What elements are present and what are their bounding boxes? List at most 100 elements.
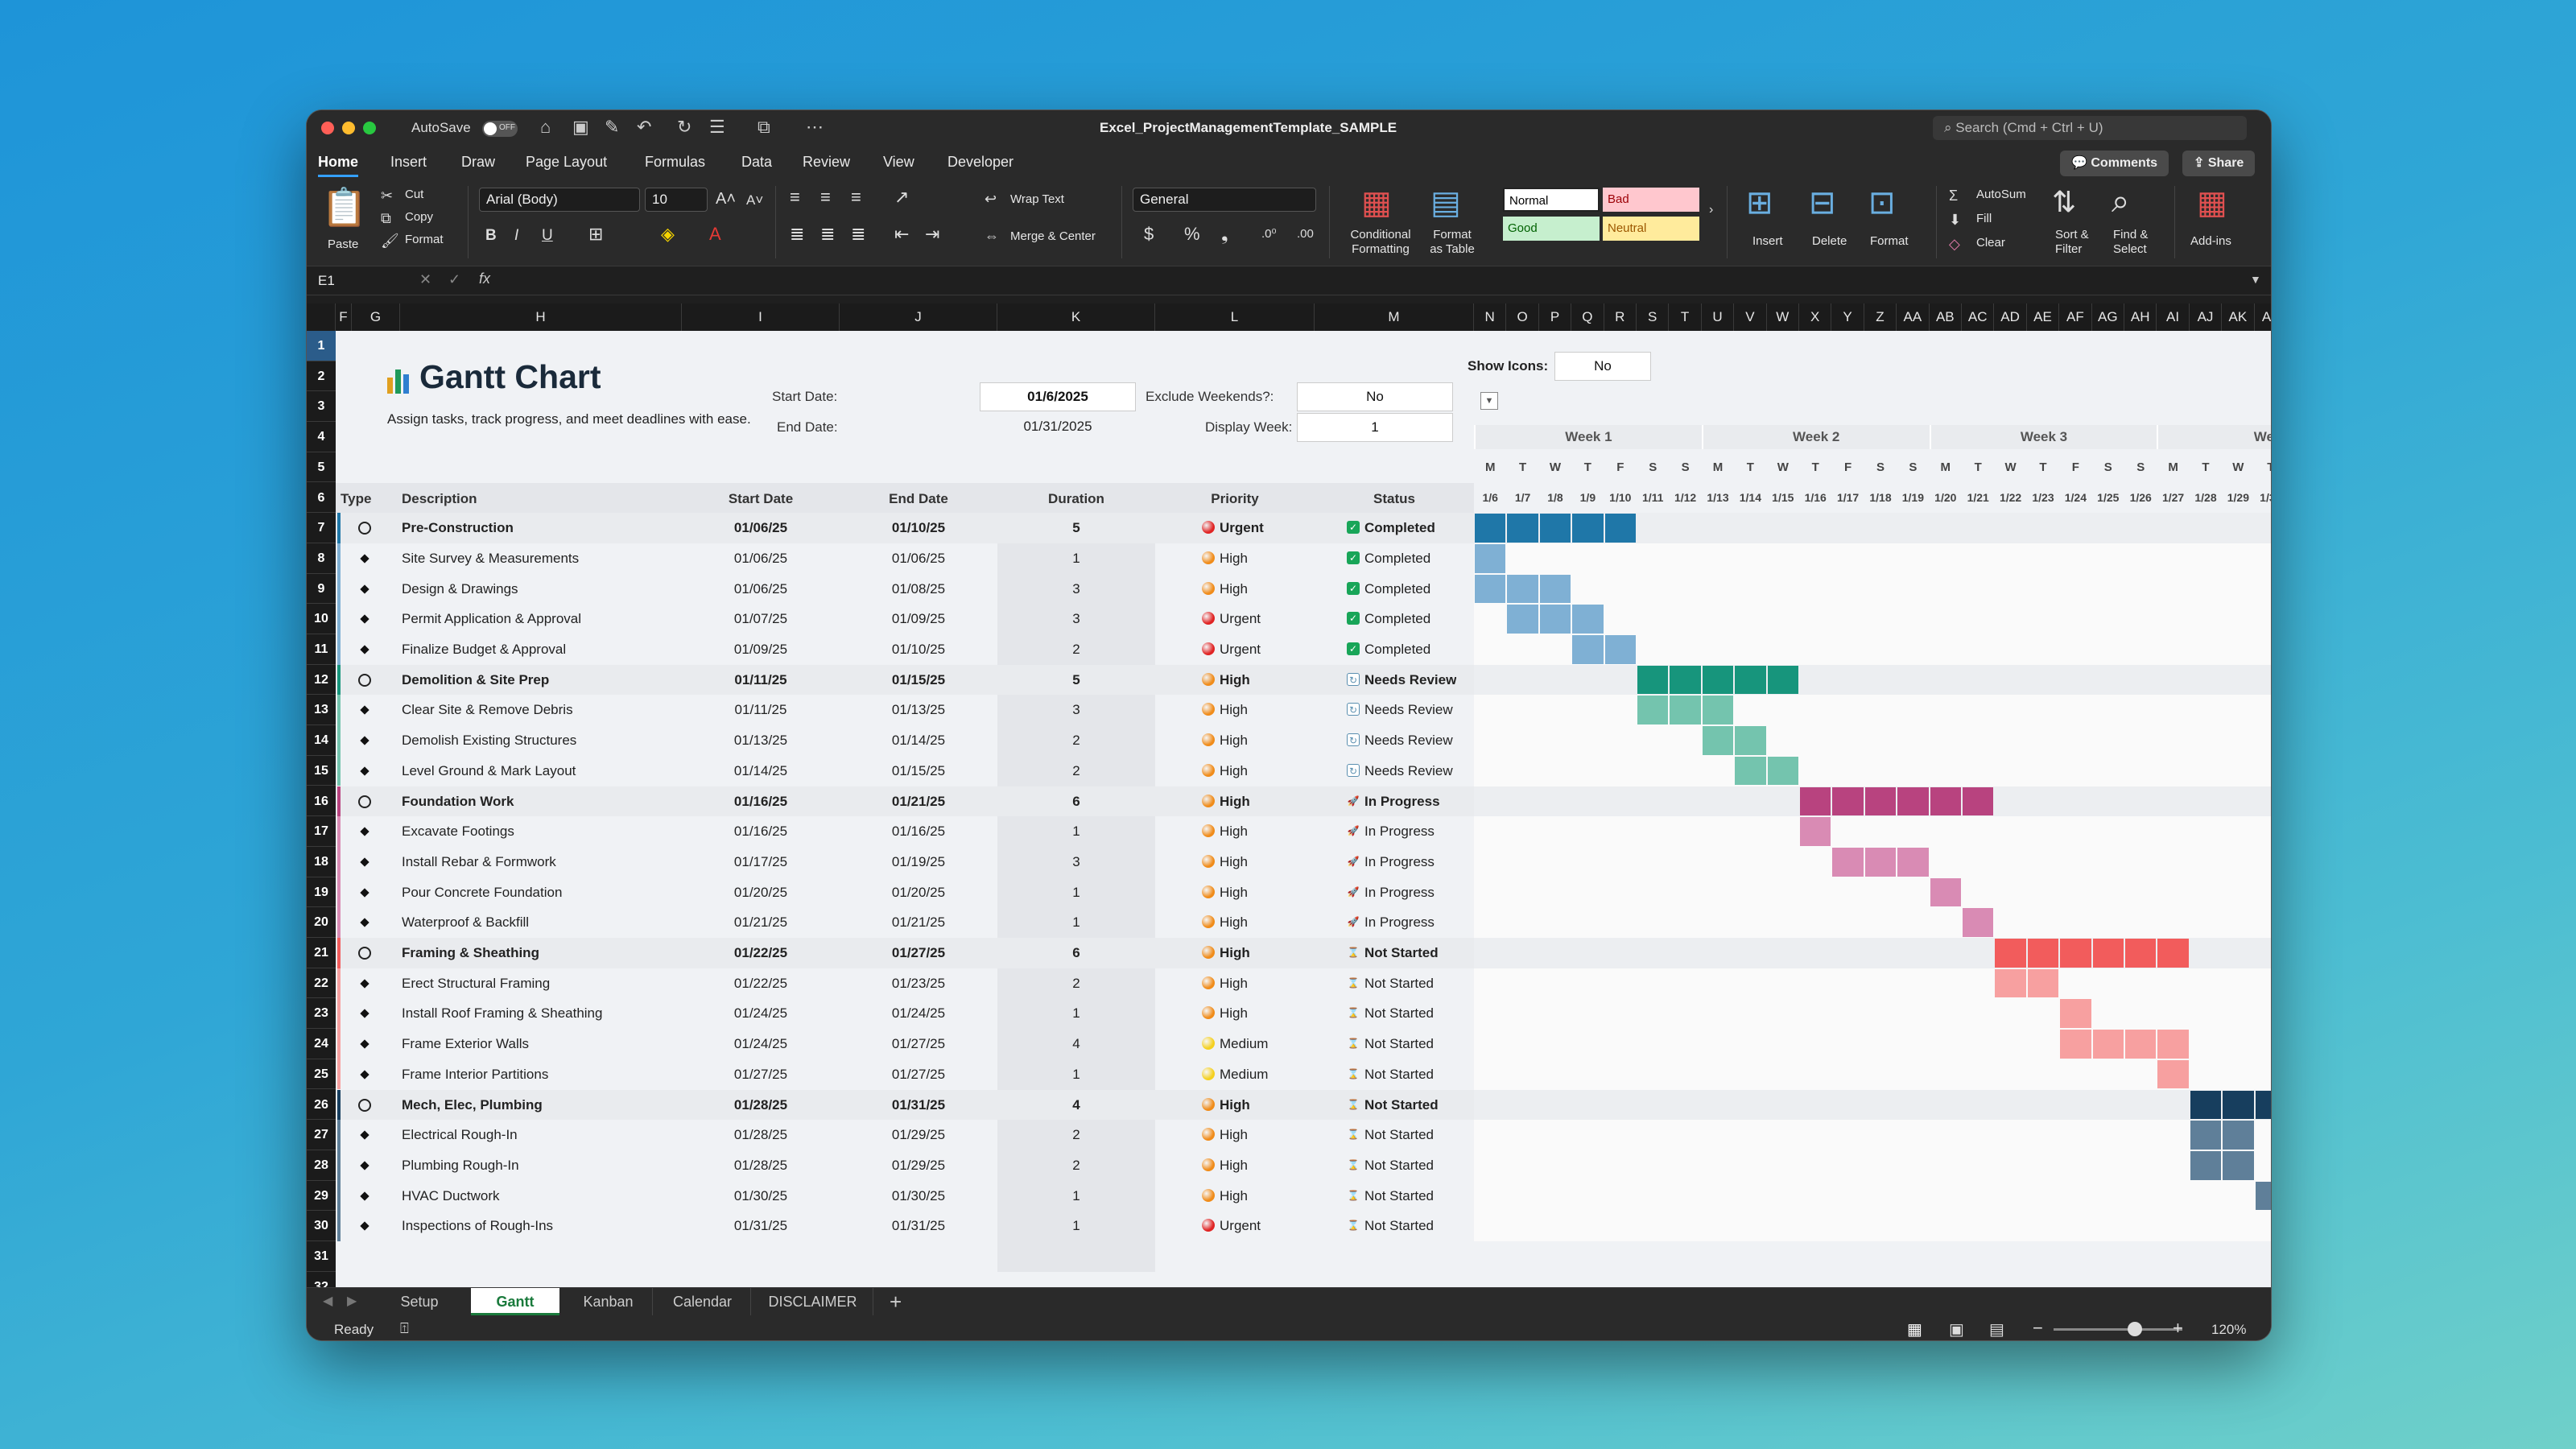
task-description[interactable]: Pre-Construction <box>402 520 514 536</box>
gantt-bar-segment[interactable] <box>2125 939 2157 968</box>
decrease-decimal-icon[interactable]: .00 <box>1297 227 1314 241</box>
task-priority[interactable]: High <box>1220 580 1248 597</box>
task-end-date[interactable]: 01/21/25 <box>891 793 946 809</box>
display-week-input[interactable]: 1 <box>1297 413 1453 442</box>
document-title[interactable]: Excel_ProjectManagementTemplate_SAMPLE <box>1100 120 1397 135</box>
cut-icon[interactable]: ✂ <box>381 188 394 204</box>
align-left-icon[interactable]: ≣ <box>790 224 805 244</box>
row-header[interactable]: 22 <box>307 968 336 999</box>
task-end-date[interactable]: 01/27/25 <box>891 1066 946 1082</box>
row-header[interactable]: 13 <box>307 695 336 726</box>
column-header[interactable]: S <box>1637 303 1670 331</box>
row-header[interactable]: 1 <box>307 331 336 361</box>
gantt-bar-segment[interactable] <box>1702 726 1734 755</box>
insert-cells-icon[interactable]: ⊞ <box>1746 185 1773 221</box>
task-end-date[interactable]: 01/15/25 <box>891 671 946 687</box>
select-all-corner[interactable] <box>307 303 336 331</box>
row-header[interactable]: 15 <box>307 756 336 786</box>
row-header[interactable]: 12 <box>307 665 336 696</box>
task-priority[interactable]: High <box>1220 1157 1248 1173</box>
gantt-bar-segment[interactable] <box>2027 939 2059 968</box>
task-duration[interactable]: 6 <box>1072 793 1080 809</box>
home-icon[interactable]: ⌂ <box>540 117 551 137</box>
column-header[interactable]: N <box>1474 303 1507 331</box>
task-end-date[interactable]: 01/16/25 <box>891 824 946 840</box>
save-icon[interactable]: ▣ <box>572 117 589 137</box>
task-status[interactable]: Completed <box>1364 580 1431 597</box>
gantt-bar-segment[interactable] <box>2190 1150 2222 1180</box>
gantt-bar-segment[interactable] <box>2027 968 2059 998</box>
gantt-bar-segment[interactable] <box>1572 605 1604 634</box>
task-duration[interactable]: 1 <box>1072 1005 1080 1022</box>
column-header[interactable]: AE <box>2027 303 2060 331</box>
task-start-date[interactable]: 01/11/25 <box>734 671 787 687</box>
task-priority[interactable]: High <box>1220 945 1250 960</box>
column-header[interactable]: AG <box>2092 303 2124 331</box>
tab-view[interactable]: View <box>883 154 914 170</box>
task-description[interactable]: Level Ground & Mark Layout <box>402 762 576 778</box>
task-status[interactable]: Not Started <box>1364 1157 1434 1173</box>
row-header[interactable]: 3 <box>307 391 336 423</box>
task-priority[interactable]: High <box>1220 793 1250 809</box>
task-duration[interactable]: 2 <box>1072 762 1080 778</box>
task-duration[interactable]: 2 <box>1072 975 1080 991</box>
task-status[interactable]: Completed <box>1364 642 1431 657</box>
decrease-indent-icon[interactable]: ⇤ <box>894 224 910 244</box>
format-as-table-label-2[interactable]: as Table <box>1430 242 1475 256</box>
task-start-date[interactable]: 01/06/25 <box>733 520 788 536</box>
task-status[interactable]: Not Started <box>1364 945 1439 960</box>
task-description[interactable]: Electrical Rough-In <box>402 1127 518 1143</box>
gantt-bar-segment[interactable] <box>1507 574 1538 604</box>
task-priority[interactable]: High <box>1220 884 1248 900</box>
column-header[interactable]: T <box>1669 303 1702 331</box>
accessibility-icon[interactable]: ⍐ <box>400 1320 409 1336</box>
column-header[interactable]: M <box>1315 303 1474 331</box>
row-header[interactable]: 9 <box>307 574 336 605</box>
task-duration[interactable]: 1 <box>1072 824 1080 840</box>
gantt-bar-segment[interactable] <box>1735 726 1766 755</box>
task-description[interactable]: Finalize Budget & Approval <box>402 642 567 657</box>
zoom-in-icon[interactable]: + <box>2173 1318 2183 1338</box>
tab-developer[interactable]: Developer <box>947 154 1014 170</box>
insert-cells-label[interactable]: Insert <box>1752 234 1783 248</box>
fill-button[interactable]: Fill <box>1976 212 1992 225</box>
task-duration[interactable]: 1 <box>1072 914 1080 931</box>
column-header[interactable]: AJ <box>2190 303 2223 331</box>
percent-icon[interactable]: % <box>1184 224 1200 244</box>
row-header[interactable]: 20 <box>307 907 336 938</box>
task-start-date[interactable]: 01/06/25 <box>733 550 788 566</box>
paste-icon[interactable]: 📋 <box>321 186 368 228</box>
task-duration[interactable]: 5 <box>1072 520 1080 536</box>
task-priority[interactable]: Medium <box>1220 1036 1269 1052</box>
find-select-label-1[interactable]: Find & <box>2113 228 2149 242</box>
addins-icon[interactable]: ▦ <box>2197 185 2227 221</box>
task-description[interactable]: Permit Application & Approval <box>402 611 582 627</box>
gantt-bar-segment[interactable] <box>1767 756 1798 786</box>
task-duration[interactable]: 1 <box>1072 1187 1080 1203</box>
row-header[interactable]: 30 <box>307 1211 336 1241</box>
addins-label[interactable]: Add-ins <box>2190 234 2231 248</box>
gantt-bar-segment[interactable] <box>1995 939 2026 968</box>
task-description[interactable]: Clear Site & Remove Debris <box>402 702 573 718</box>
row-header[interactable]: 4 <box>307 422 336 452</box>
gantt-bar-segment[interactable] <box>1507 514 1538 543</box>
task-end-date[interactable]: 01/29/25 <box>891 1157 946 1173</box>
row-header[interactable]: 29 <box>307 1181 336 1212</box>
find-select-label-2[interactable]: Select <box>2113 242 2147 256</box>
task-description[interactable]: Framing & Sheathing <box>402 945 539 960</box>
column-header[interactable]: AA <box>1897 303 1930 331</box>
format-as-table-label-1[interactable]: Format <box>1433 228 1472 242</box>
column-header[interactable]: V <box>1734 303 1767 331</box>
gantt-bar-segment[interactable] <box>2255 1181 2271 1211</box>
task-status[interactable]: In Progress <box>1364 824 1435 840</box>
align-top-icon[interactable]: ≡ <box>790 187 800 207</box>
task-status[interactable]: Completed <box>1364 520 1435 536</box>
gantt-bar-segment[interactable] <box>2060 999 2091 1029</box>
task-priority[interactable]: High <box>1220 1187 1248 1203</box>
row-header[interactable]: 26 <box>307 1090 336 1121</box>
gantt-bar-segment[interactable] <box>2223 1121 2254 1150</box>
column-header[interactable]: Z <box>1864 303 1897 331</box>
style-normal[interactable]: Normal <box>1503 188 1600 212</box>
row-header[interactable]: 21 <box>307 938 336 968</box>
gantt-bar-segment[interactable] <box>2060 1030 2091 1059</box>
